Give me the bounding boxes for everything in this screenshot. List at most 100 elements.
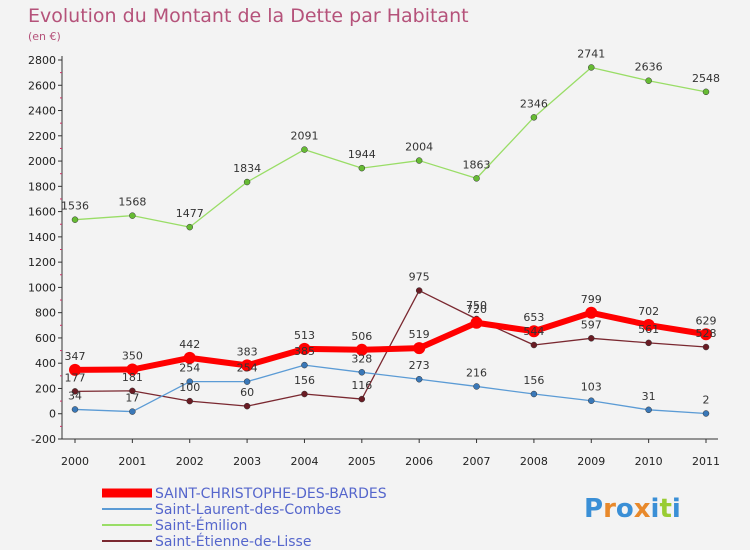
data-label: 60 [240, 386, 254, 399]
data-label: 1536 [61, 200, 89, 213]
data-label: 383 [237, 345, 258, 358]
axes: -200 0 200 400 600 800 1000 1200 1400 1600 1800 200… [28, 54, 720, 468]
data-point [415, 157, 423, 164]
data-label: 181 [122, 371, 143, 384]
series-0 [69, 306, 712, 376]
chart-title: Evolution du Montant de la Dette par Hab… [28, 5, 469, 27]
data-point [530, 390, 538, 398]
y-tick-label: 0 [49, 408, 56, 421]
data-label: 506 [351, 330, 372, 343]
data-label: 2741 [577, 47, 605, 60]
data-label: 629 [696, 314, 717, 327]
data-point [702, 88, 710, 96]
data-point [71, 216, 79, 223]
data-point [129, 387, 136, 395]
y-tick-label: 600 [35, 332, 56, 345]
x-tick-label: 2010 [635, 455, 663, 468]
legend: SAINT-CHRISTOPHE-DES-BARDESSaint-Laurent… [102, 486, 387, 550]
y-tick-label: 2800 [28, 54, 56, 67]
data-point [588, 64, 595, 71]
data-point [415, 287, 423, 294]
data-point [355, 343, 368, 356]
data-point [358, 369, 366, 376]
data-label: 254 [237, 362, 258, 375]
data-point [530, 341, 538, 349]
data-point [473, 383, 480, 390]
data-label: 328 [351, 352, 372, 365]
data-point [186, 397, 193, 405]
legend-item: Saint-Étienne-de-Lisse [102, 533, 311, 550]
legend-label: Saint-Émilion [155, 517, 247, 534]
data-label: 513 [294, 329, 315, 342]
data-label: 2091 [290, 130, 318, 143]
x-tick-label: 2008 [520, 455, 548, 468]
data-label: 2 [703, 393, 710, 406]
y-tick-label: 2600 [28, 79, 56, 92]
series-line [74, 66, 707, 228]
data-label: 254 [179, 362, 200, 375]
data-label: 177 [65, 371, 86, 384]
x-tick-label: 2009 [577, 455, 605, 468]
data-point [415, 375, 423, 383]
y-tick-label: 2400 [28, 105, 56, 118]
logo-text: Proxiti [584, 494, 681, 524]
data-label: 385 [294, 345, 315, 358]
data-point [585, 306, 598, 319]
data-point [588, 397, 595, 404]
data-label: 750 [466, 299, 487, 312]
x-tick-label: 2007 [463, 455, 491, 468]
data-label: 1834 [233, 162, 261, 175]
data-label: 347 [65, 350, 86, 363]
y-tick-label: 800 [35, 307, 56, 320]
y-tick-label: 1000 [28, 281, 56, 294]
data-point [186, 223, 193, 231]
data-point [530, 114, 538, 121]
data-point [243, 178, 251, 186]
data-label: 216 [466, 366, 487, 379]
y-tick-label: 2000 [28, 155, 56, 168]
data-label: 1568 [118, 196, 146, 209]
series-line [74, 309, 707, 373]
data-label: 103 [581, 381, 602, 394]
legend-label: Saint-Étienne-de-Lisse [155, 533, 311, 550]
data-label: 544 [523, 325, 544, 338]
data-label: 720 [466, 303, 487, 316]
legend-item: Saint-Émilion [102, 517, 247, 534]
data-point [301, 390, 308, 398]
data-point [413, 342, 426, 355]
data-label: 1477 [176, 207, 204, 220]
data-point [700, 328, 712, 341]
series-3 [71, 287, 710, 410]
data-point [126, 363, 139, 376]
data-labels: 1536 1568 1477 1834 2091 1944 2004 1863 2346 2741… [61, 47, 720, 406]
x-tick-label: 2003 [233, 455, 261, 468]
data-point [645, 406, 652, 414]
data-point [129, 408, 136, 415]
x-tick-label: 2000 [61, 455, 89, 468]
data-point [645, 339, 652, 347]
chart-subtitle: (en €) [28, 30, 61, 43]
data-label: 156 [523, 374, 544, 387]
y-tick-label: -200 [31, 433, 56, 446]
data-label: 561 [638, 323, 659, 336]
y-tick-label: 1400 [28, 231, 56, 244]
legend-label: Saint-Laurent-des-Combes [155, 502, 341, 518]
data-point [645, 77, 652, 84]
data-label: 597 [581, 318, 602, 331]
data-label: 2548 [692, 72, 720, 85]
data-point [241, 359, 254, 372]
data-point [470, 316, 483, 329]
data-label: 653 [523, 311, 544, 324]
data-point [298, 342, 311, 355]
data-label: 34 [68, 389, 82, 402]
data-point [702, 410, 710, 417]
y-tick-label: 400 [35, 357, 56, 370]
data-label: 17 [125, 392, 139, 405]
data-label: 1944 [348, 148, 376, 161]
data-label: 975 [409, 271, 430, 284]
data-label: 1863 [463, 158, 491, 171]
data-point [358, 395, 366, 403]
data-point [71, 406, 79, 413]
